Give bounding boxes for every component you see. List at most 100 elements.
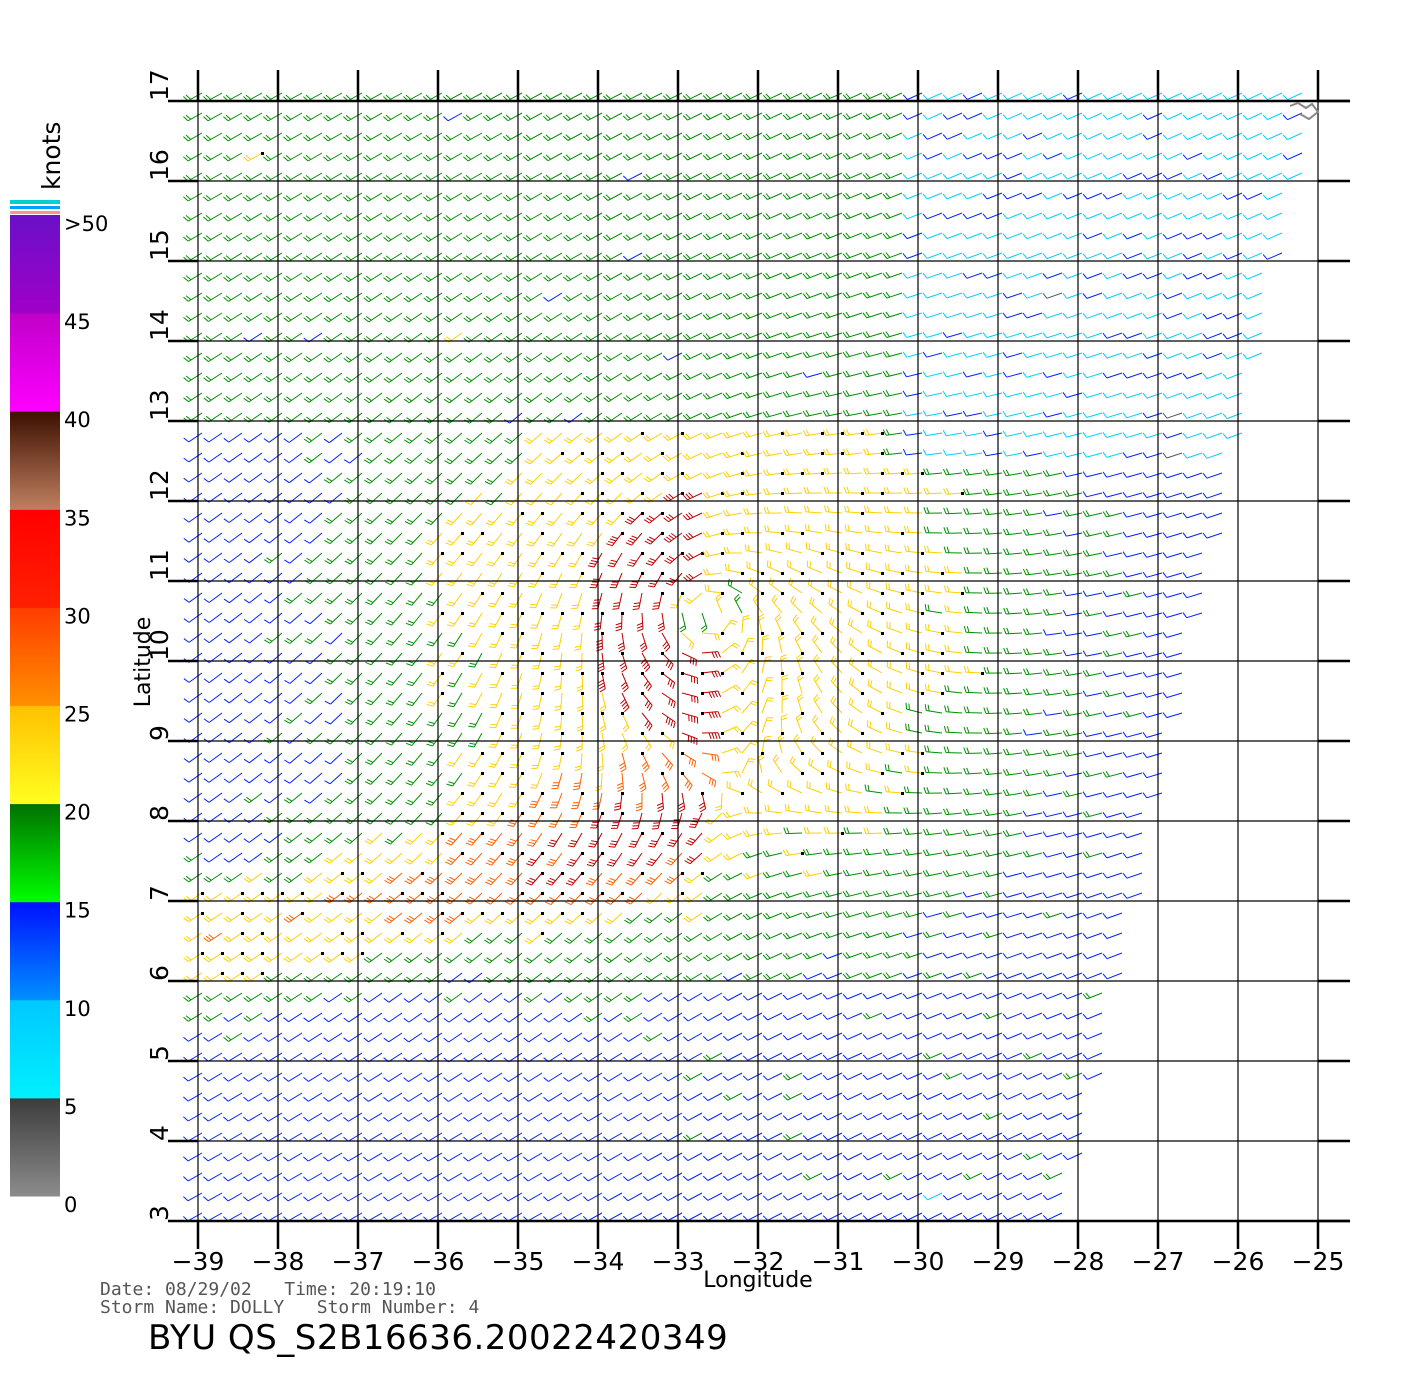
wind-barb — [562, 192, 583, 202]
wind-barb — [942, 112, 963, 120]
wind-barb — [762, 1052, 783, 1061]
wind-barb — [243, 1012, 263, 1022]
wind-barb — [962, 1092, 983, 1100]
wind-barb — [569, 572, 584, 589]
wind-barb — [865, 762, 884, 775]
wind-barb — [642, 212, 663, 221]
wind-barb — [963, 686, 983, 694]
wind-barb — [922, 390, 943, 397]
wind-barb — [223, 312, 243, 322]
wind-barb — [405, 812, 423, 826]
wind-barb — [590, 812, 604, 829]
wind-barb — [842, 992, 863, 1000]
wind-barb — [324, 652, 343, 665]
wind-barb — [663, 492, 684, 502]
wind-barb — [782, 449, 803, 456]
wind-barb — [942, 1052, 963, 1060]
wind-barb — [549, 792, 563, 809]
wind-barb — [1042, 132, 1063, 140]
wind-barb — [323, 932, 344, 943]
wind-barb — [1102, 432, 1123, 438]
wind-barb — [603, 1072, 623, 1082]
wind-barb — [443, 1192, 463, 1202]
wind-barb — [742, 112, 763, 121]
wind-barb — [303, 952, 324, 963]
wind-barb — [962, 212, 983, 220]
wind-barb — [522, 152, 543, 162]
wind-barb — [1222, 232, 1243, 240]
wind-barb — [802, 172, 823, 180]
wind-barb — [1062, 549, 1083, 557]
wind-barb — [364, 492, 383, 505]
wind-barb — [983, 567, 1003, 575]
wind-barb — [1202, 492, 1223, 499]
wind-barb — [782, 972, 803, 980]
wind-barb — [742, 450, 763, 458]
wind-barb — [363, 272, 383, 283]
wind-barb — [862, 992, 883, 1000]
wind-barb — [503, 172, 523, 182]
wind-barb — [405, 532, 423, 546]
wind-barb — [943, 787, 963, 795]
wind-barb — [203, 372, 223, 383]
wind-barb — [223, 612, 243, 624]
wind-barb — [1062, 649, 1083, 657]
wind-barb — [982, 391, 1003, 398]
wind-barb — [526, 832, 543, 847]
wind-barb — [624, 892, 643, 905]
wind-barb — [1022, 528, 1043, 536]
wind-barb — [1122, 352, 1143, 359]
wind-barb — [842, 172, 863, 180]
wind-barb — [463, 372, 483, 384]
wind-barb — [884, 544, 903, 554]
wind-barb — [223, 252, 243, 262]
wind-barb — [847, 599, 864, 615]
wind-barb — [942, 1112, 963, 1121]
wind-barb — [1222, 112, 1243, 121]
wind-barb — [806, 560, 823, 574]
wind-barb — [284, 572, 303, 584]
wind-barb — [642, 172, 663, 181]
wind-barb — [762, 272, 783, 280]
wind-barb — [1082, 630, 1103, 637]
wind-barb — [962, 112, 983, 120]
wind-barb — [862, 951, 883, 959]
wind-barb — [1022, 789, 1043, 797]
wind-barb — [323, 92, 343, 102]
lat-tick-label: 13 — [145, 389, 174, 421]
wind-barb — [983, 547, 1003, 555]
wind-barb — [922, 312, 943, 319]
wind-barb — [1082, 972, 1103, 980]
wind-barb — [527, 552, 544, 568]
lat-tick-label: 14 — [145, 309, 174, 341]
wind-barb — [843, 448, 863, 456]
wind-barb — [663, 1052, 683, 1062]
wind-barb — [443, 172, 463, 182]
wind-barb — [682, 1112, 703, 1122]
wind-barb — [343, 452, 363, 464]
wind-barb — [223, 172, 243, 182]
wind-barb — [703, 992, 723, 1002]
wind-barb — [243, 1172, 263, 1182]
wind-barb — [1102, 132, 1123, 140]
wind-barb — [304, 792, 323, 804]
wind-barb — [1022, 769, 1043, 777]
wind-barb — [682, 372, 703, 381]
wind-barb — [1102, 92, 1123, 100]
wind-barb — [782, 1152, 803, 1161]
wind-barb — [648, 832, 664, 848]
wind-barb — [772, 754, 783, 774]
wind-barb — [644, 892, 663, 905]
wind-barb — [902, 869, 923, 877]
wind-barb — [822, 1012, 843, 1020]
wind-barb — [283, 1012, 303, 1023]
wind-barb — [599, 692, 607, 713]
wind-barb — [643, 1032, 663, 1042]
wind-barb — [701, 732, 721, 740]
wind-barb — [1202, 232, 1223, 240]
wind-barb — [1002, 430, 1023, 437]
wind-barb — [344, 612, 363, 625]
wind-barb — [922, 911, 943, 918]
wind-barb — [263, 752, 283, 764]
